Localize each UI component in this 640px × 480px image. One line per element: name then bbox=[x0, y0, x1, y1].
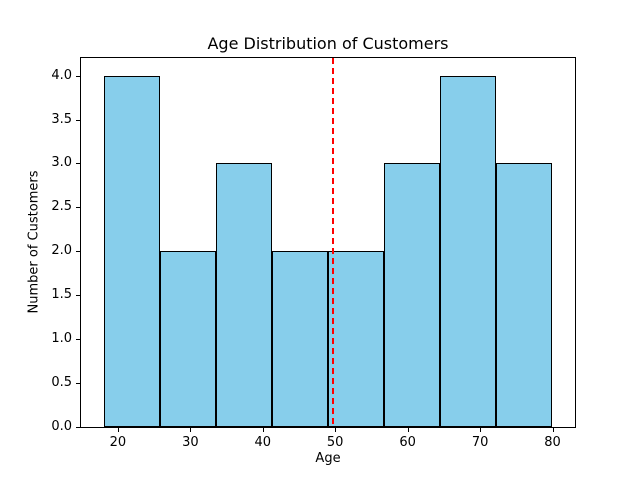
histogram-bar bbox=[103, 75, 160, 427]
y-tick-label: 4.0 bbox=[51, 67, 72, 83]
y-tick-mark bbox=[76, 207, 80, 209]
mean-reference-line bbox=[332, 58, 335, 427]
histogram-bar bbox=[440, 75, 497, 427]
histogram-bar bbox=[159, 251, 216, 427]
x-tick-mark bbox=[117, 428, 119, 432]
y-tick-label: 1.0 bbox=[51, 331, 72, 347]
x-tick-mark bbox=[552, 428, 554, 432]
chart-title: Age Distribution of Customers bbox=[207, 34, 449, 53]
histogram-bar bbox=[384, 163, 441, 427]
y-tick-mark bbox=[76, 427, 80, 428]
x-tick-mark bbox=[480, 428, 482, 432]
x-tick-mark bbox=[407, 428, 409, 432]
x-tick-mark bbox=[335, 428, 337, 432]
histogram-bar bbox=[496, 163, 553, 427]
y-tick-label: 1.5 bbox=[51, 287, 72, 303]
y-tick-mark bbox=[76, 119, 80, 121]
x-axis-label: Age bbox=[315, 451, 341, 466]
y-tick-mark bbox=[76, 383, 80, 385]
x-tick-label: 50 bbox=[326, 435, 344, 450]
y-tick-label: 2.5 bbox=[51, 199, 72, 215]
y-tick-label: 3.5 bbox=[51, 111, 72, 127]
y-tick-mark bbox=[76, 75, 80, 77]
histogram-bar bbox=[328, 251, 385, 427]
x-tick-label: 30 bbox=[182, 435, 199, 450]
y-tick-label: 0.0 bbox=[51, 419, 72, 434]
y-tick-label: 3.0 bbox=[51, 155, 72, 171]
x-tick-label: 80 bbox=[544, 435, 561, 450]
y-tick-label: 0.5 bbox=[51, 375, 72, 391]
x-tick-mark bbox=[262, 428, 264, 432]
y-tick-mark bbox=[76, 163, 80, 165]
x-tick-label: 40 bbox=[254, 435, 272, 450]
y-tick-mark bbox=[76, 295, 80, 297]
plot-area bbox=[80, 57, 576, 428]
x-tick-label: 20 bbox=[109, 435, 127, 450]
histogram-bar bbox=[215, 163, 272, 427]
histogram-bar bbox=[271, 251, 328, 427]
y-tick-mark bbox=[76, 251, 80, 253]
y-tick-mark bbox=[76, 339, 80, 341]
x-tick-mark bbox=[190, 428, 192, 432]
y-tick-label: 2.0 bbox=[51, 243, 72, 259]
x-tick-label: 70 bbox=[471, 435, 489, 450]
x-tick-label: 60 bbox=[399, 435, 416, 450]
